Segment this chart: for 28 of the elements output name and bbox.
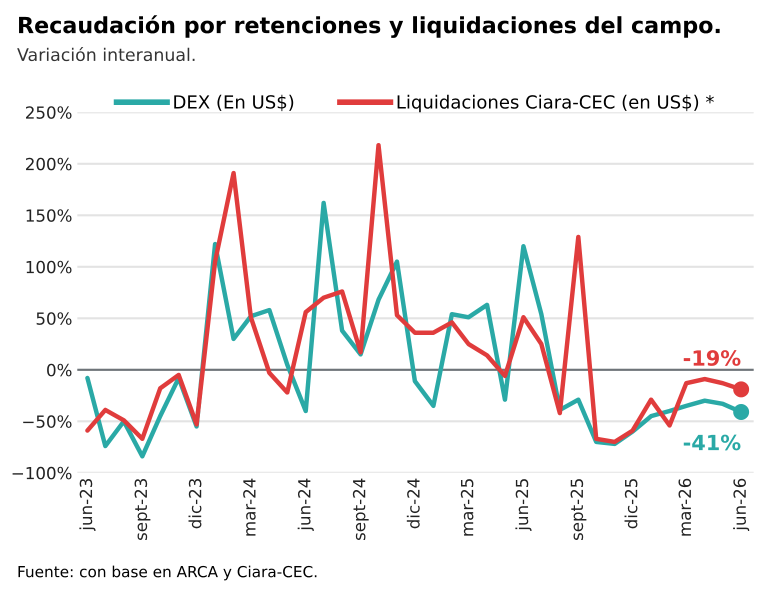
- x-tick-label: sept-24: [352, 478, 369, 540]
- x-tick-label: jun-24: [298, 478, 314, 531]
- x-tick-label: mar-24: [243, 478, 256, 536]
- y-tick-label: 50%: [36, 312, 72, 325]
- y-tick-label: 150%: [26, 209, 72, 222]
- x-tick-label: mar-26: [678, 478, 692, 536]
- y-tick-label: −50%: [23, 415, 72, 428]
- y-tick-label: 200%: [26, 158, 72, 170]
- y-tick-label: 250%: [26, 106, 72, 119]
- x-tick-label: jun-26: [733, 478, 750, 531]
- x-tick-label: jun-25: [515, 479, 532, 531]
- x-tick-label: mar-25: [460, 479, 474, 536]
- chart-title: Recaudación por retenciones y liquidaciones del campo.: [19, 15, 720, 38]
- x-tick-label: dic-23: [188, 479, 202, 528]
- x-tick-label: sept-23: [134, 478, 150, 540]
- legend-label: DEX (En US$): [174, 94, 294, 112]
- legend-label: Liquidaciones Ciara-CEC (en US$) *: [398, 94, 714, 112]
- y-tick-label: −100%: [12, 466, 72, 480]
- x-tick-label: dic-25: [624, 479, 638, 528]
- data-label: -41%: [684, 434, 740, 450]
- x-tick-label: sept-25: [570, 479, 586, 540]
- source-note: Fuente: con base en ARCA y Ciara-CEC.: [18, 566, 316, 580]
- x-tick-label: jun-23: [79, 478, 96, 531]
- data-label: -19%: [684, 350, 740, 366]
- y-tick-label: 0%: [47, 364, 72, 376]
- y-tick-label: 100%: [26, 260, 72, 274]
- x-tick-label: dic-24: [406, 478, 420, 528]
- chart-subtitle: Variación interanual.: [17, 47, 194, 62]
